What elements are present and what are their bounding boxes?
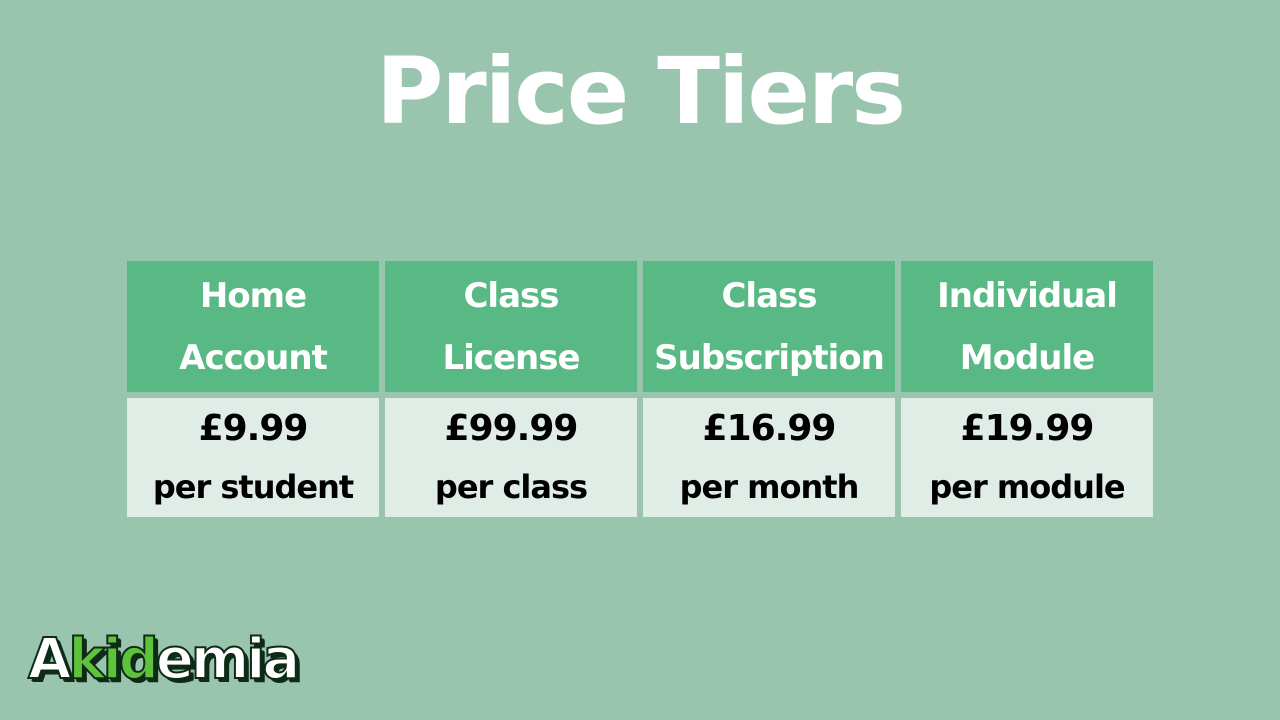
tier-header: Class License bbox=[385, 261, 637, 392]
tier-name-line2: License bbox=[442, 337, 580, 378]
tier-price: £99.99 bbox=[444, 407, 579, 449]
tier-name-line2: Module bbox=[959, 337, 1095, 378]
tier-name-line1: Individual bbox=[937, 275, 1118, 316]
tier-price-cell: £99.99 per class bbox=[385, 398, 637, 517]
tier-price-cell: £9.99 per student bbox=[127, 398, 379, 517]
tier-header: Individual Module bbox=[901, 261, 1153, 392]
tier-individual-module: Individual Module £19.99 per module bbox=[901, 261, 1153, 517]
tier-header: Home Account bbox=[127, 261, 379, 392]
tier-price: £19.99 bbox=[960, 407, 1095, 449]
logo-text-a: A bbox=[27, 626, 72, 693]
tier-class-subscription: Class Subscription £16.99 per month bbox=[643, 261, 895, 517]
tier-unit: per student bbox=[152, 467, 354, 506]
tier-header: Class Subscription bbox=[643, 261, 895, 392]
tier-name-line2: Subscription bbox=[654, 337, 885, 378]
tier-price-cell: £16.99 per month bbox=[643, 398, 895, 517]
tier-name-line1: Home bbox=[199, 275, 307, 316]
akidemia-logo: Akidemia bbox=[27, 624, 301, 696]
tier-price: £9.99 bbox=[198, 407, 309, 449]
tier-unit: per month bbox=[679, 467, 860, 506]
tier-name-line1: Class bbox=[721, 275, 817, 316]
tier-price: £16.99 bbox=[702, 407, 837, 449]
tier-name-line2: Account bbox=[179, 337, 328, 378]
tier-home-account: Home Account £9.99 per student bbox=[127, 261, 379, 517]
tier-unit: per module bbox=[929, 467, 1125, 506]
page-title: Price Tiers bbox=[375, 38, 906, 145]
price-tiers-table: Home Account £9.99 per student Class Lic… bbox=[127, 261, 1153, 517]
tier-price-cell: £19.99 per module bbox=[901, 398, 1153, 517]
tier-name-line1: Class bbox=[463, 275, 559, 316]
logo-text-emia: emia bbox=[155, 626, 301, 693]
logo-text-kid: kid bbox=[67, 626, 160, 693]
tier-class-license: Class License £99.99 per class bbox=[385, 261, 637, 517]
tier-unit: per class bbox=[434, 467, 588, 506]
